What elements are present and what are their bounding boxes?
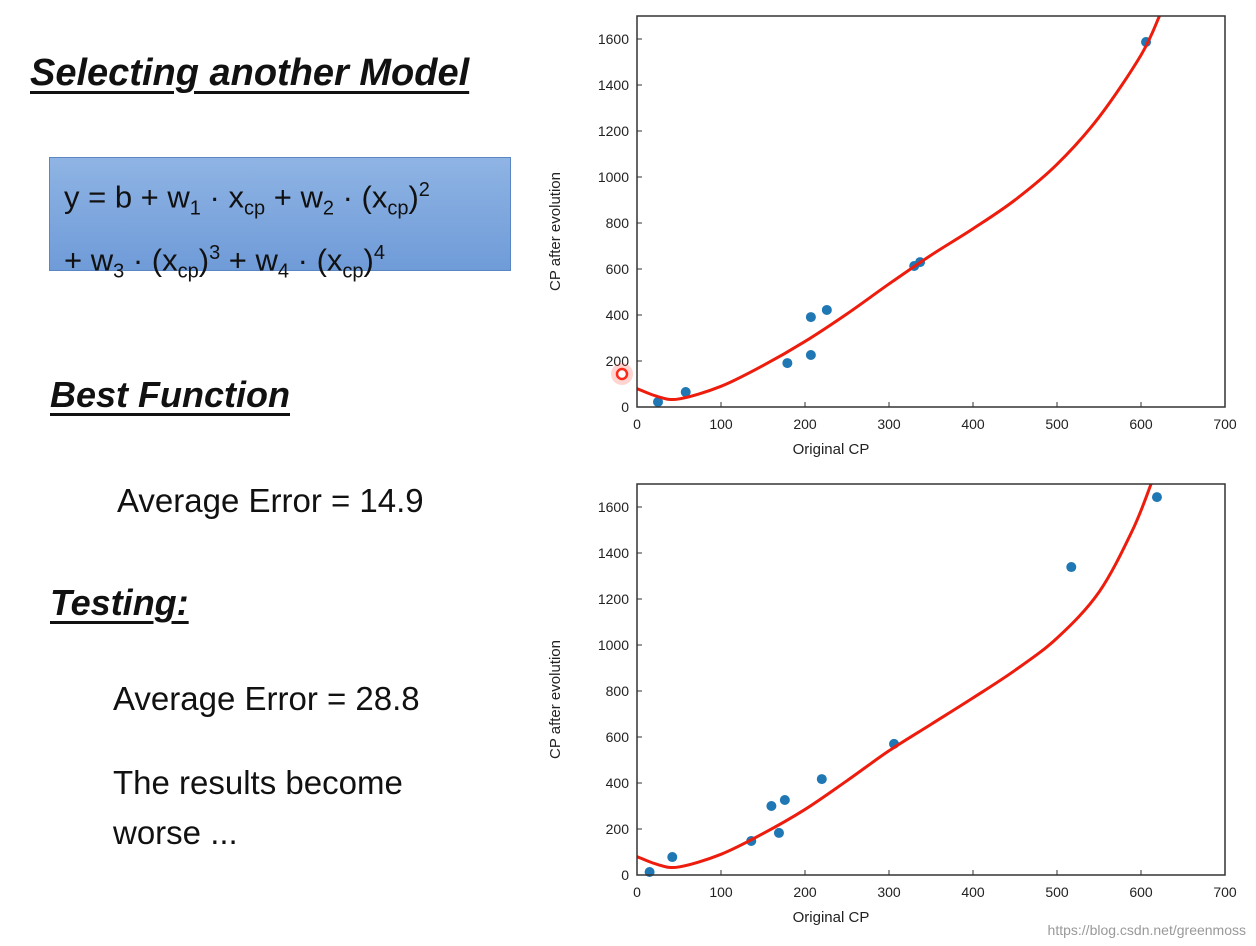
data-point bbox=[653, 396, 663, 407]
plot-frame bbox=[636, 483, 1226, 876]
x-tick-label: 700 bbox=[1213, 884, 1237, 900]
x-tick-label: 400 bbox=[961, 416, 985, 432]
y-tick-label: 400 bbox=[606, 307, 630, 323]
x-axis-label: Original CP bbox=[793, 909, 870, 926]
x-tick-label: 200 bbox=[793, 884, 817, 900]
x-tick-label: 300 bbox=[877, 416, 901, 432]
y-tick-label: 1200 bbox=[598, 591, 629, 607]
data-point bbox=[805, 350, 816, 361]
x-tick-label: 600 bbox=[1129, 416, 1153, 432]
testing-heading: Testing: bbox=[50, 582, 189, 623]
y-tick-label: 1600 bbox=[598, 499, 629, 515]
y-tick-label: 1400 bbox=[598, 545, 629, 561]
model-formula: y = b + w1 · xcp + w2 · (xcp)2 + w3 · (x… bbox=[49, 157, 511, 282]
y-tick-label: 1000 bbox=[598, 637, 629, 653]
chart-1: 0 100 200 300 400 500 600 700 0 200 400 600 800 1000 1… bbox=[547, 15, 1237, 458]
x-tick-label: 600 bbox=[1129, 884, 1153, 900]
conclusion-line-2: worse ... bbox=[113, 814, 238, 851]
best-function-heading: Best Function bbox=[50, 374, 290, 415]
data-point bbox=[805, 312, 816, 323]
x-tick-label: 400 bbox=[961, 884, 985, 900]
formula-line-1: y = b + w1 · xcp + w2 · (xcp)2 bbox=[64, 179, 430, 220]
y-tick-label: 1600 bbox=[598, 31, 629, 47]
data-point bbox=[680, 387, 691, 398]
y-axis-label: CP after evolution bbox=[547, 172, 564, 291]
y-tick-label: 1000 bbox=[598, 169, 629, 185]
data-point bbox=[821, 304, 832, 315]
data-point bbox=[816, 774, 827, 785]
data-point bbox=[667, 852, 678, 863]
y-tick-label: 800 bbox=[606, 215, 630, 231]
x-tick-label: 700 bbox=[1213, 416, 1237, 432]
data-point bbox=[1066, 562, 1077, 573]
watermark: https://blog.csdn.net/greenmoss bbox=[1047, 922, 1246, 938]
train-error: Average Error = 14.9 bbox=[117, 482, 424, 519]
cursor-icon bbox=[615, 367, 629, 381]
y-tick-label: 1200 bbox=[598, 123, 629, 139]
fit-curve bbox=[637, 484, 1153, 870]
y-tick-label: 0 bbox=[621, 867, 629, 883]
x-tick-label: 200 bbox=[793, 416, 817, 432]
x-tick-label: 100 bbox=[709, 884, 733, 900]
x-tick-label: 0 bbox=[633, 416, 641, 432]
conclusion-line-1: The results become bbox=[113, 764, 403, 801]
x-tick-label: 300 bbox=[877, 884, 901, 900]
y-tick-label: 1400 bbox=[598, 77, 629, 93]
data-point bbox=[766, 801, 777, 811]
y-tick-label: 200 bbox=[606, 821, 630, 837]
x-tick-label: 500 bbox=[1045, 416, 1069, 432]
y-axis-label: CP after evolution bbox=[547, 640, 564, 759]
data-point bbox=[782, 358, 793, 369]
data-point bbox=[1151, 492, 1162, 503]
plot-frame bbox=[636, 15, 1226, 408]
x-tick-label: 500 bbox=[1045, 884, 1069, 900]
data-point bbox=[779, 795, 790, 806]
fit-curve bbox=[637, 16, 1161, 402]
x-tick-label: 100 bbox=[709, 416, 733, 432]
y-tick-label: 200 bbox=[606, 353, 630, 369]
y-tick-label: 600 bbox=[606, 261, 630, 277]
x-axis-label: Original CP bbox=[793, 441, 870, 458]
slide-title: Selecting another Model bbox=[30, 52, 470, 94]
data-point bbox=[773, 827, 784, 838]
y-tick-label: 400 bbox=[606, 775, 630, 791]
y-tick-label: 0 bbox=[621, 399, 629, 415]
y-tick-label: 800 bbox=[606, 683, 630, 699]
y-tick-label: 600 bbox=[606, 729, 630, 745]
formula-line-2: + w3 · (xcp)3 + w4 · (xcp)4 bbox=[64, 241, 385, 283]
x-tick-label: 0 bbox=[633, 884, 641, 900]
test-error: Average Error = 28.8 bbox=[113, 680, 420, 717]
chart-2: 0 100 200 300 400 500 600 700 0 200 400 600 800 1000 1… bbox=[547, 483, 1237, 926]
